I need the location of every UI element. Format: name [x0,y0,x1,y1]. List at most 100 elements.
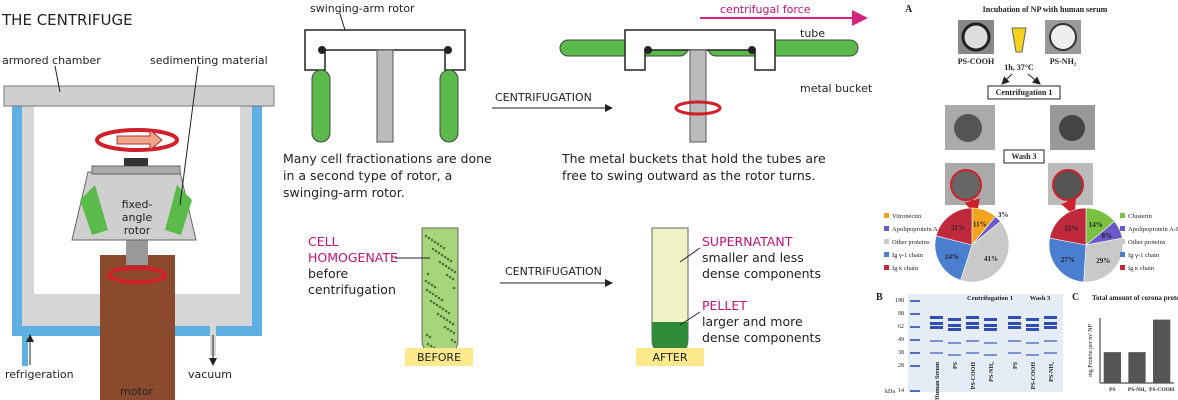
shape-line [179,65,199,206]
shape-rect [22,326,28,366]
particle [428,290,432,294]
label: AFTER [653,351,688,364]
particle [446,257,450,261]
gel-band [948,328,961,331]
shape-rect [376,49,394,143]
legend-label: Apolipoprotein A-I [892,226,942,233]
label: BEFORE [417,351,461,364]
marker-label: 38 [898,350,904,356]
label: tube [800,27,825,40]
lane-label: PS-COOH [1031,362,1037,390]
legend-swatch [1120,265,1125,270]
shape-circle [961,22,991,52]
particle [430,238,434,242]
bar [1128,352,1146,383]
shape-circle [1059,115,1085,141]
ladder-band [910,390,920,392]
marker-label: 98 [898,311,904,317]
particle [431,292,435,296]
shape-path [165,185,192,235]
particle [430,283,434,287]
lane-label: Human Serum [935,362,941,400]
label: Wash 3 [1030,295,1051,302]
shape-path [80,185,108,235]
particle [436,312,440,316]
particle [428,335,432,339]
shape-circle [644,46,652,54]
gel-band [930,316,943,319]
gel-band [1044,340,1057,342]
shape-circle [444,46,452,54]
gel-band [1008,340,1021,342]
label: refrigeration [5,368,74,381]
gel-band [984,354,997,356]
gel-band [948,342,961,344]
gel-band [966,316,979,319]
gel-band [984,328,997,331]
particle [426,272,430,276]
shape-circle [318,46,326,54]
gel-band [948,318,961,321]
pie-slice [935,207,973,246]
panel-letter: B [876,292,883,303]
particle [451,277,455,281]
particle [452,331,456,335]
slice-label: 14% [1089,221,1103,229]
label: centrifugal force [720,3,811,16]
caption: swinging-arm rotor. [283,185,405,200]
shape-rect [405,348,473,366]
particle [451,322,455,326]
legend-swatch [884,239,889,244]
particle [429,344,433,348]
bar [1153,319,1171,383]
ladder-band [910,313,920,315]
label: armored chamber [2,54,101,67]
slice-label: 24% [945,253,959,261]
particle [443,325,447,329]
particle [438,260,442,264]
charts: 11% Vitronectin 3% Apolipoprotein A-I 41% Oth… [884,207,1178,393]
lane-label: PS-NH₂ [1049,362,1055,382]
x-tick-label: PS-NH₂ [1128,387,1147,393]
gel-band [966,340,979,342]
legend-label: Clusterin [1128,213,1153,220]
pie-slice [934,235,973,281]
gel-band [1026,328,1039,331]
gel-band [1026,318,1039,321]
particle [426,342,430,346]
gel-band [930,340,943,342]
lane-label: PS-NH₂ [989,362,995,382]
shape-rect [311,69,331,143]
particle [448,320,452,324]
gel-band [1026,342,1039,344]
particle [424,279,428,283]
legend-label: Ig γ-1 chain [892,252,924,259]
particle [440,298,444,302]
caption: free to swing outward as the rotor turns… [562,168,815,183]
centrifuge-panel: THE CENTRIFUGE armored chamber sedimenti… [1,11,275,400]
slice-label: 3% [998,211,1009,219]
shape-circle [950,169,982,201]
marker-label: 14 [898,388,904,394]
particle [436,242,440,246]
legend-label: Ig γ-1 chain [1128,252,1160,259]
legend-swatch [884,226,889,231]
label: before [308,266,349,281]
swinging-panel: swinging-arm rotor CENTRIFUGATION centri… [283,2,873,200]
shape-ellipse [674,100,722,116]
gel-band [966,326,979,329]
shape-path [116,128,163,152]
particle [450,338,454,342]
particle [442,316,446,320]
shape-g: 198 98 62 49 38 28 14 Human Serum PS PS-COOH PS-NH… [895,298,1057,400]
pie-slice [1049,207,1087,246]
particle [443,255,447,259]
particle [453,270,457,274]
legend-label: Vitronectin [892,213,922,220]
legend-swatch [1120,213,1125,218]
label: Centrifugation 1 [996,88,1053,97]
label: CENTRIFUGATION [495,91,592,104]
particle [440,253,444,257]
shape-line [54,65,61,93]
gel-band [1026,324,1039,327]
